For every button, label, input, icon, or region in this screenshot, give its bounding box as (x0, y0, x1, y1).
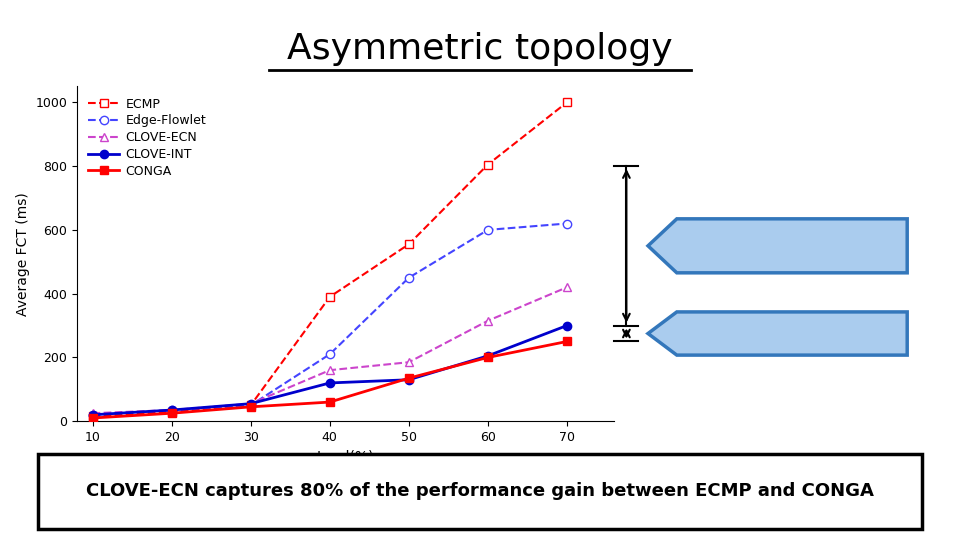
CLOVE-INT (166, 407, 178, 413)
Text: Asymmetric topology: Asymmetric topology (287, 32, 673, 66)
ECMP (403, 241, 415, 247)
Legend: ECMP, Edge-Flowlet, CLOVE-ECN, CLOVE-INT, CONGA: ECMP, Edge-Flowlet, CLOVE-ECN, CLOVE-INT… (84, 93, 211, 183)
CLOVE-ECN (482, 318, 493, 324)
ECMP (86, 413, 98, 420)
CLOVE-ECN (324, 367, 336, 374)
CLOVE-INT (324, 380, 336, 386)
Edge-Flowlet (562, 220, 573, 227)
CONGA (245, 403, 256, 410)
ECMP (562, 99, 573, 106)
CLOVE-ECN (403, 359, 415, 366)
ECMP (166, 408, 178, 415)
Text: 1.2x higher FCT than CONGA: 1.2x higher FCT than CONGA (682, 326, 902, 341)
CLOVE-ECN (562, 284, 573, 291)
CLOVE-ECN (245, 401, 256, 407)
Text: 3x lower FCT than  ECMP: 3x lower FCT than ECMP (680, 237, 904, 255)
ECMP (324, 294, 336, 300)
Edge-Flowlet (166, 407, 178, 413)
CLOVE-INT (482, 353, 493, 359)
CLOVE-INT (562, 322, 573, 329)
CLOVE-INT (403, 376, 415, 383)
Edge-Flowlet (403, 274, 415, 281)
CLOVE-INT (245, 401, 256, 407)
ECMP (482, 161, 493, 168)
CONGA (86, 415, 98, 421)
Line: CLOVE-ECN: CLOVE-ECN (88, 283, 571, 417)
Edge-Flowlet (482, 227, 493, 233)
X-axis label: Load(%): Load(%) (317, 449, 374, 463)
Y-axis label: Average FCT (ms): Average FCT (ms) (15, 192, 30, 316)
Line: ECMP: ECMP (88, 98, 571, 421)
Line: CONGA: CONGA (88, 338, 571, 422)
CONGA (324, 399, 336, 406)
CONGA (403, 375, 415, 381)
Edge-Flowlet (86, 411, 98, 418)
CONGA (166, 410, 178, 416)
CLOVE-ECN (166, 407, 178, 413)
CONGA (482, 354, 493, 361)
Line: Edge-Flowlet: Edge-Flowlet (88, 219, 571, 419)
Edge-Flowlet (245, 402, 256, 408)
CLOVE-ECN (86, 410, 98, 416)
Edge-Flowlet (324, 351, 336, 357)
CONGA (562, 338, 573, 345)
Text: CLOVE-ECN captures 80% of the performance gain between ECMP and CONGA: CLOVE-ECN captures 80% of the performanc… (86, 482, 874, 501)
ECMP (245, 402, 256, 408)
Line: CLOVE-INT: CLOVE-INT (88, 321, 571, 419)
CLOVE-INT (86, 411, 98, 418)
